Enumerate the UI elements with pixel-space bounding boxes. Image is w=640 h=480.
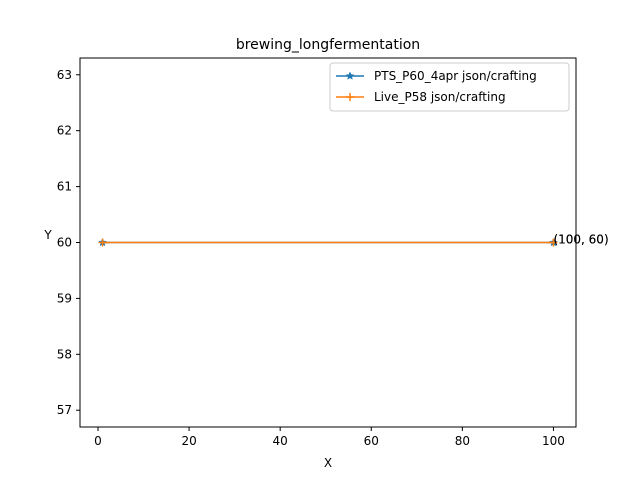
series-2 — [98, 238, 558, 247]
data-point — [549, 238, 558, 247]
point-annotation: (100, 60) — [553, 233, 608, 247]
y-tick-label: 61 — [57, 180, 72, 194]
legend-label: PTS_P60_4apr json/crafting — [374, 69, 537, 83]
y-tick-label: 59 — [57, 291, 72, 305]
x-tick-label: 100 — [542, 434, 565, 448]
data-point — [98, 238, 107, 247]
chart-title: brewing_longfermentation — [236, 37, 420, 53]
series-layer — [98, 237, 558, 247]
plot-frame — [79, 57, 577, 428]
y-tick-label: 62 — [57, 124, 72, 138]
x-tick-label: 20 — [181, 434, 196, 448]
y-tick-label: 58 — [57, 347, 72, 361]
x-axis-ticks: 0 20 40 60 80 100 — [94, 427, 565, 448]
point-annotation: (100, 60) — [553, 233, 608, 247]
legend-marker — [345, 71, 355, 80]
y-tick-label: 63 — [57, 68, 72, 82]
y-axis-ticks: 57 58 59 60 61 62 63 — [57, 68, 80, 417]
annotation-layer: (100, 60)(100, 60) — [553, 233, 608, 247]
legend-label: Live_P58 json/crafting — [374, 90, 506, 104]
y-tick-label: 57 — [57, 403, 72, 417]
legend: PTS_P60_4apr json/crafting Live_P58 json/… — [329, 62, 570, 112]
x-tick-label: 0 — [94, 434, 102, 448]
legend-marker — [346, 93, 354, 101]
legend-frame — [329, 62, 570, 112]
y-tick-label: 60 — [57, 236, 72, 250]
x-axis-label: X — [324, 456, 332, 470]
x-tick-label: 80 — [455, 434, 470, 448]
y-axis-label: Y — [43, 228, 52, 242]
x-tick-label: 60 — [364, 434, 379, 448]
x-tick-label: 40 — [273, 434, 288, 448]
